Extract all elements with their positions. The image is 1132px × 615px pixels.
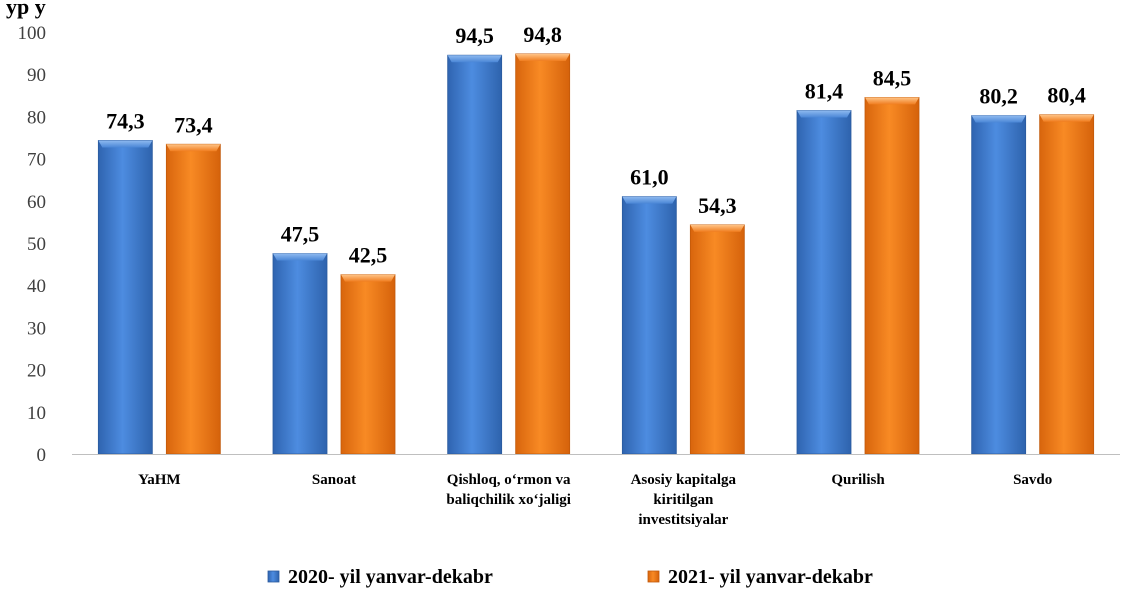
data-label: 94,5: [455, 23, 494, 48]
category-label-line: Qishloq, o‘rmon va: [447, 472, 571, 488]
legend-item: 2021- yil yanvar-dekabr: [647, 566, 873, 588]
data-label: 61,0: [630, 165, 669, 190]
category-label: Savdo: [1013, 472, 1052, 488]
bars: 74,3 73,4 47,5 42,5 94,5 94,8 61,0 54,3 81,4 84,5…: [97, 22, 1095, 455]
bar-bevel: [341, 274, 395, 282]
bar-bevel: [690, 224, 745, 232]
legend: 2020- yil yanvar-dekabr 2021- yil yanvar-…: [267, 566, 873, 588]
y-tick-label: 100: [18, 23, 47, 44]
legend-label: 2020- yil yanvar-dekabr: [288, 566, 493, 588]
y-tick-label: 10: [27, 403, 46, 424]
bar-bevel: [98, 140, 153, 148]
category-label-line: baliqchilik xo‘jaligi: [446, 492, 571, 508]
category-label-line: YaHM: [138, 472, 181, 488]
bar-bevel: [865, 97, 919, 105]
y-tick-label: 90: [27, 65, 46, 86]
category-label-line: Sanoat: [312, 472, 356, 488]
legend-swatch: [267, 570, 280, 583]
bar-body: [689, 224, 745, 455]
bar: [165, 143, 221, 455]
data-label: 80,2: [979, 84, 1018, 109]
category-label-line: Savdo: [1013, 472, 1052, 488]
legend-label: 2021- yil yanvar-dekabr: [668, 566, 873, 588]
data-label: 73,4: [174, 112, 213, 137]
bar-body: [340, 274, 396, 455]
bar: [864, 97, 920, 455]
data-label: 94,8: [523, 22, 562, 47]
chart-title-fragment: yp y: [6, 0, 46, 19]
category-label: Sanoat: [312, 472, 356, 488]
data-label: 54,3: [698, 193, 737, 218]
bar: [340, 274, 396, 455]
x-axis: YaHM Sanoat Qishloq, o‘rmon va baliqchilik …: [72, 454, 1120, 528]
y-tick-label: 60: [27, 192, 46, 213]
category-label-line: Qurilish: [831, 472, 885, 488]
bar: [689, 224, 745, 455]
bar: [971, 115, 1027, 455]
category-label: YaHM: [138, 472, 181, 488]
y-tick-label: 50: [27, 234, 46, 255]
bar-body: [447, 54, 503, 455]
data-label: 74,3: [106, 108, 145, 133]
y-axis: 0 10 20 30 40 50 60 70 80 90 100: [18, 23, 47, 466]
bar-bevel: [971, 115, 1026, 123]
bar: [447, 54, 503, 455]
bar-body: [272, 253, 328, 455]
data-label: 80,4: [1047, 83, 1086, 108]
data-label: 47,5: [281, 222, 320, 247]
legend-swatch: [647, 570, 660, 583]
bar-bevel: [797, 110, 851, 118]
bar-bevel: [1039, 114, 1094, 122]
bar-body: [864, 97, 920, 455]
bar: [97, 140, 153, 455]
category-label-line: Asosiy kapitalga: [631, 472, 737, 488]
bar: [621, 196, 677, 455]
bar: [515, 53, 571, 455]
data-label: 81,4: [805, 78, 844, 103]
bar-bevel: [273, 253, 327, 261]
bar-body: [796, 110, 852, 455]
category-label-line: kiritilgan: [653, 492, 714, 508]
category-label-line: investitsiyalar: [638, 512, 728, 528]
y-tick-label: 0: [37, 445, 47, 466]
y-tick-label: 80: [27, 107, 46, 128]
bar-body: [515, 53, 571, 455]
category-label: Qurilish: [831, 472, 885, 488]
y-tick-label: 70: [27, 150, 46, 171]
y-tick-label: 30: [27, 318, 46, 339]
data-label: 42,5: [349, 243, 388, 268]
y-tick-label: 40: [27, 276, 46, 297]
bar: [272, 253, 328, 455]
bar-bevel: [166, 144, 221, 152]
bar: [796, 110, 852, 455]
bar-bevel: [447, 55, 502, 63]
data-label: 84,5: [873, 65, 912, 90]
legend-item: 2020- yil yanvar-dekabr: [267, 566, 493, 588]
y-tick-label: 20: [27, 361, 46, 382]
bar-body: [1039, 114, 1095, 455]
bar: [1039, 114, 1095, 455]
category-label: Asosiy kapitalga kiritilgan investitsiyala…: [631, 472, 737, 528]
bar-body: [971, 115, 1027, 455]
bar-body: [621, 196, 677, 455]
bar-bevel: [622, 196, 677, 204]
category-label: Qishloq, o‘rmon va baliqchilik xo‘jaligi: [446, 472, 571, 508]
bar-body: [97, 140, 153, 455]
bar-bevel: [515, 53, 570, 61]
bar-body: [165, 143, 221, 455]
